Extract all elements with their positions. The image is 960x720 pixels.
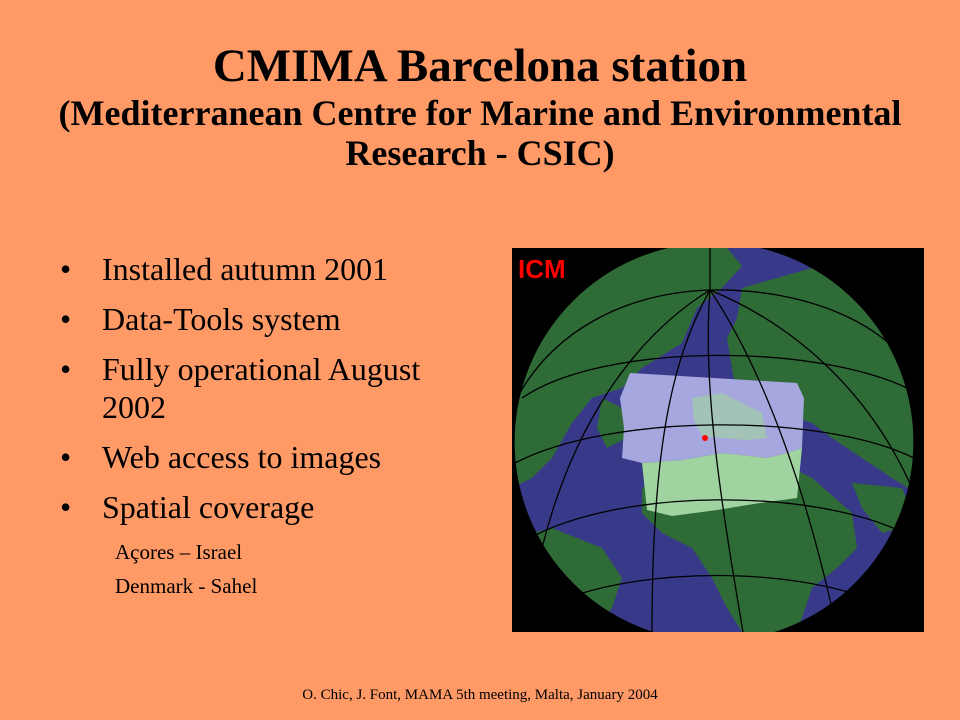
bullet-item: Installed autumn 2001 [60, 250, 480, 288]
icm-logo: ICM [518, 254, 566, 284]
footer-text: O. Chic, J. Font, MAMA 5th meeting, Malt… [302, 687, 658, 703]
title-main: CMIMA Barcelona station [212, 40, 748, 92]
slide-title: CMIMA Barcelona station (Mediterranean C… [0, 40, 960, 173]
globe-image: ICM [512, 248, 924, 632]
coverage-area [620, 373, 804, 516]
title-subtitle: (Mediterranean Centre for Marine and Env… [58, 92, 902, 173]
bullet-item: Spatial coverage [60, 488, 480, 526]
globe-illustration: ICM [513, 248, 918, 632]
station-marker [702, 435, 708, 441]
bullet-list: Installed autumn 2001 Data-Tools system … [60, 250, 480, 606]
globe-graticule [513, 248, 918, 632]
bullet-item: Web access to images [60, 438, 480, 476]
sub-bullet-item: Açores – Israel [115, 540, 243, 564]
sub-bullet-item: Denmark - Sahel [115, 574, 258, 598]
bullet-item: Fully operational August 2002 [60, 350, 480, 426]
bullet-item: Data-Tools system [60, 300, 480, 338]
